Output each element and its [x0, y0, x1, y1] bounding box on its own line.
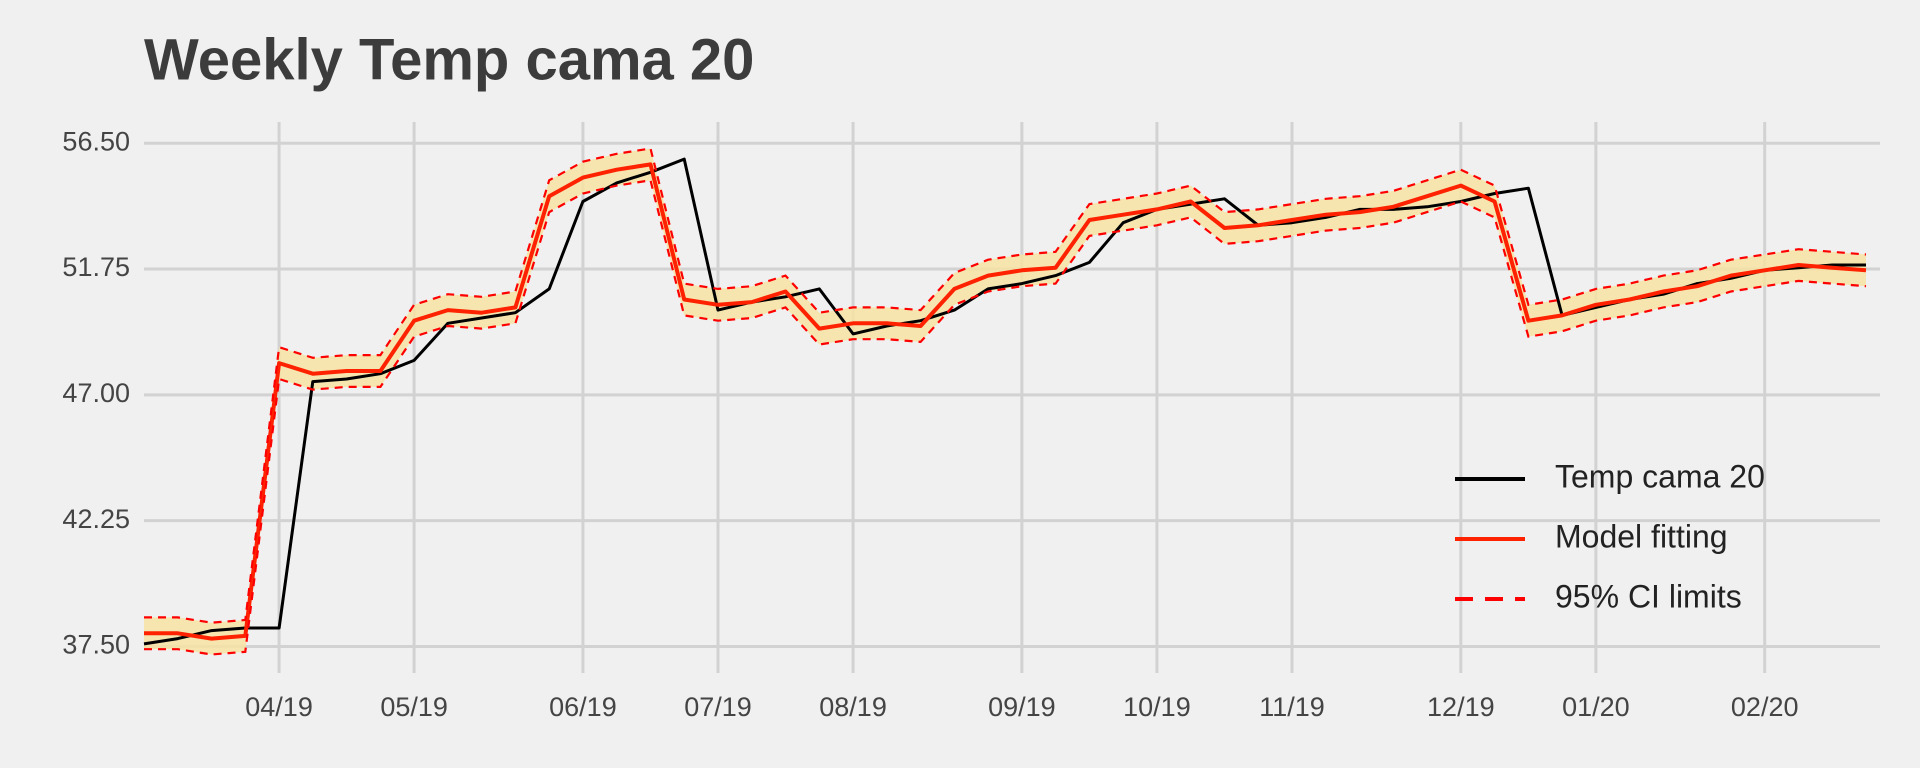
- x-tick-label: 07/19: [684, 692, 752, 722]
- y-tick-label: 42.25: [62, 504, 130, 534]
- x-tick-label: 05/19: [380, 692, 448, 722]
- chart-title: Weekly Temp cama 20: [144, 27, 754, 92]
- x-tick-label: 09/19: [988, 692, 1056, 722]
- x-tick-label: 04/19: [245, 692, 313, 722]
- y-tick-label: 47.00: [62, 378, 130, 408]
- x-tick-label: 12/19: [1427, 692, 1495, 722]
- y-tick-label: 37.50: [62, 630, 130, 660]
- legend-label: Temp cama 20: [1555, 458, 1765, 494]
- line: [144, 162, 1867, 641]
- x-tick-label: 08/19: [819, 692, 887, 722]
- y-tick-label: 51.75: [62, 252, 130, 282]
- legend-label: 95% CI limits: [1555, 578, 1742, 614]
- legend-label: Model fitting: [1555, 518, 1728, 554]
- x-tick-label: 02/20: [1731, 692, 1799, 722]
- x-tick-label: 11/19: [1259, 692, 1325, 722]
- x-tick-label: 10/19: [1123, 692, 1191, 722]
- x-tick-label: 06/19: [549, 692, 617, 722]
- ci-line: [144, 147, 1867, 624]
- y-tick-label: 56.50: [62, 126, 130, 156]
- x-tick-label: 01/20: [1562, 692, 1630, 722]
- ci-line: [144, 179, 1867, 656]
